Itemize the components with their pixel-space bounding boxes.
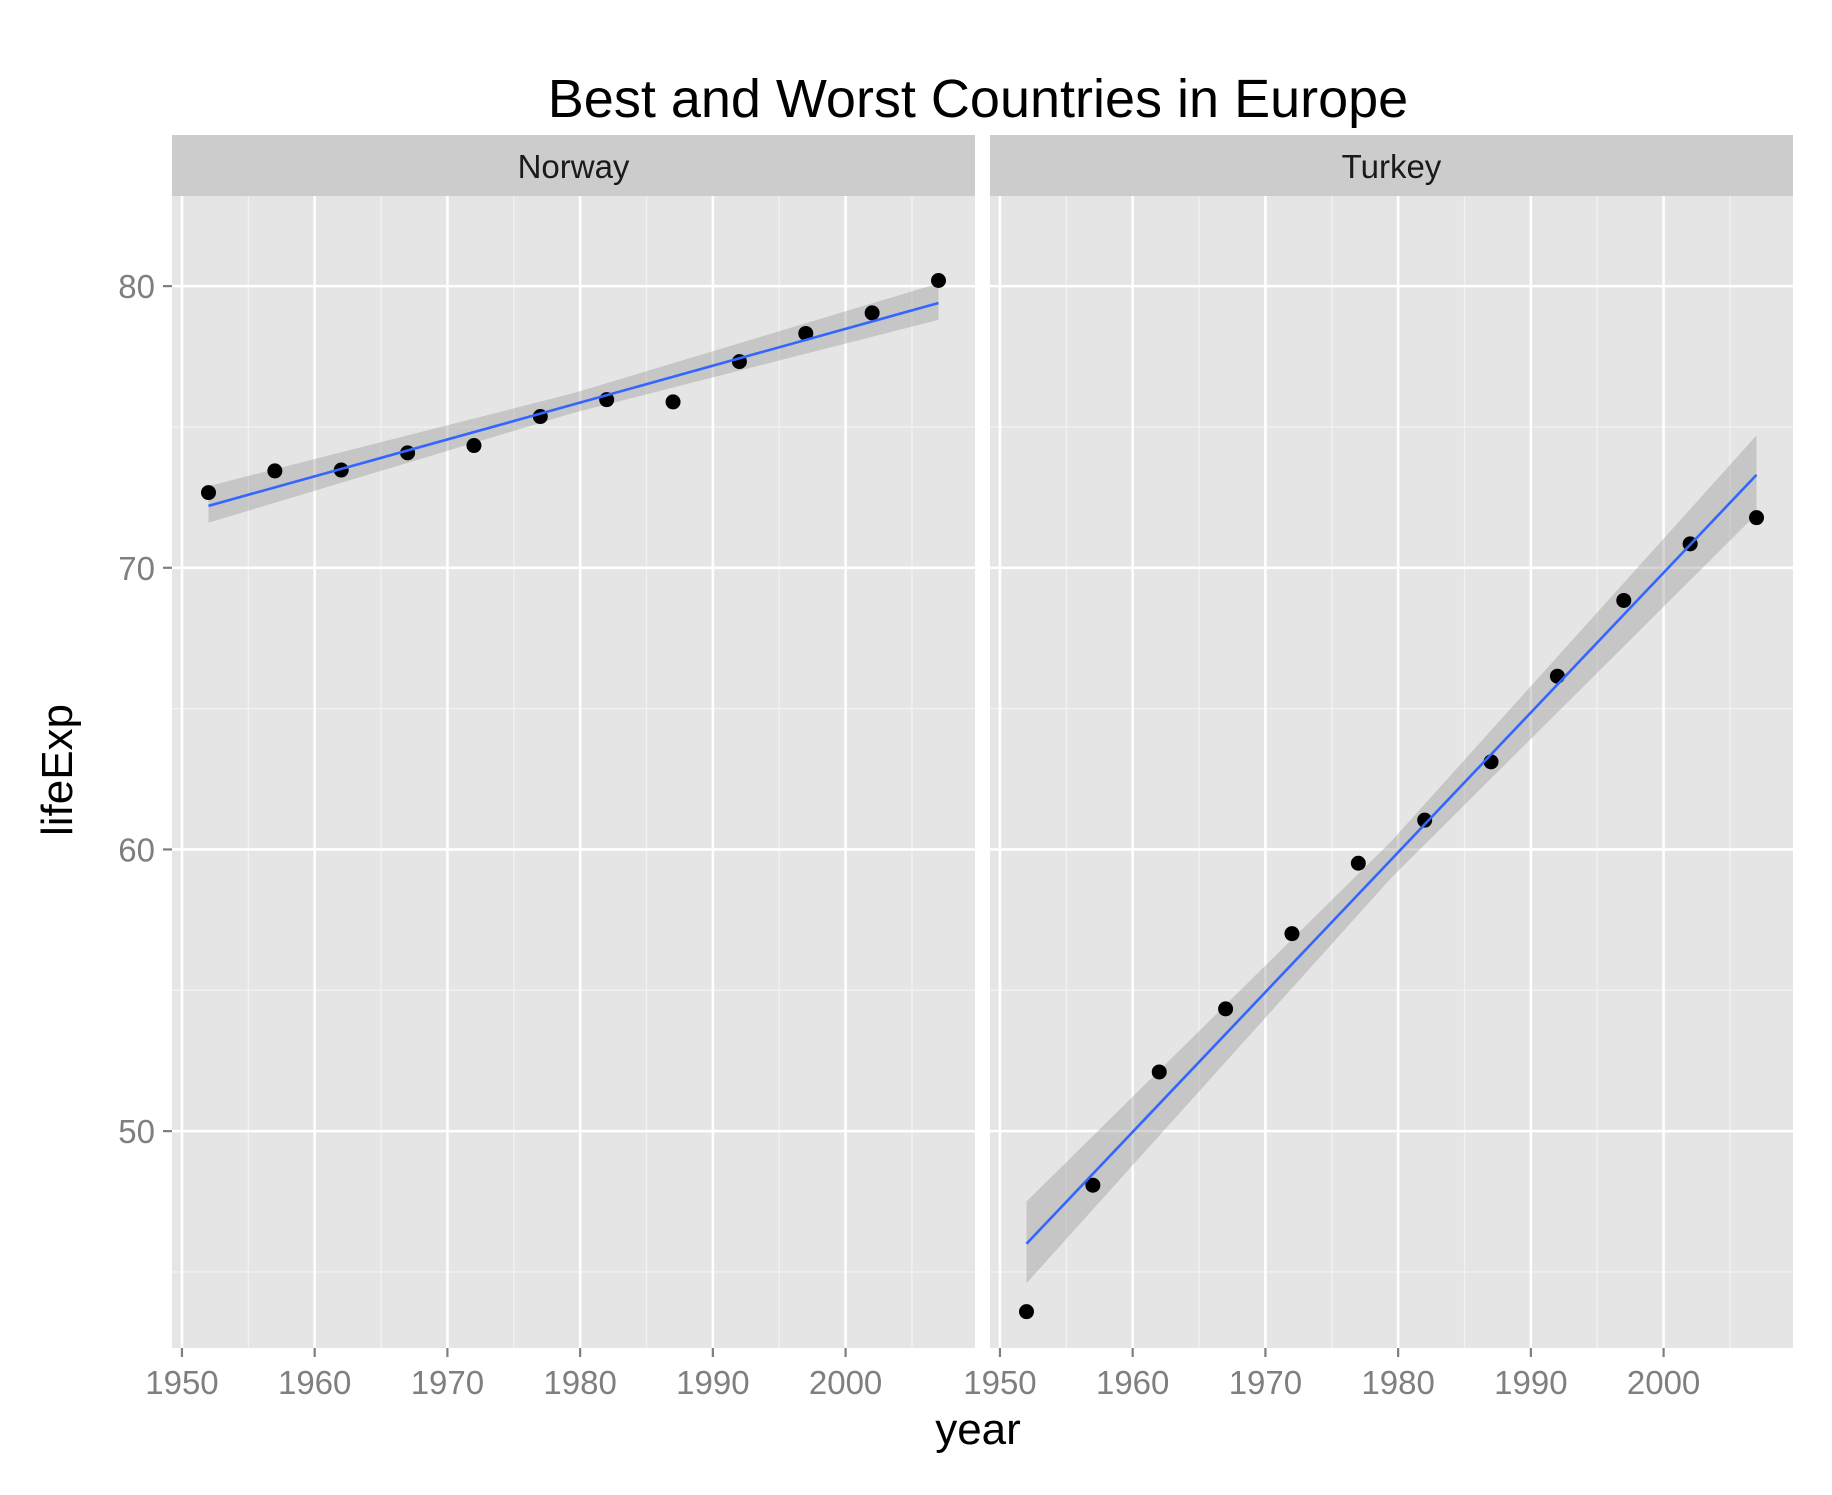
data-point-norway xyxy=(864,305,880,321)
data-point-norway xyxy=(267,463,283,479)
x-tick-label: 1980 xyxy=(1361,1364,1434,1401)
data-point-norway xyxy=(466,438,482,454)
panel-background-norway xyxy=(172,196,975,1348)
x-tick-label: 1990 xyxy=(676,1364,749,1401)
data-point-turkey xyxy=(1151,1064,1167,1080)
panels-layer: Norway 1950 1960 1970 1980 1990 2000 Turkey 1950… xyxy=(145,135,1793,1401)
x-tick-label: 1970 xyxy=(411,1364,484,1401)
data-point-norway xyxy=(201,485,216,501)
x-tick-label: 1950 xyxy=(963,1364,1036,1401)
x-tick-label: 1960 xyxy=(278,1364,351,1401)
facet-strip-label-turkey: Turkey xyxy=(1342,148,1442,185)
facet-strip-label-norway: Norway xyxy=(518,148,630,185)
facet-norway: Norway 1950 1960 1970 1980 1990 2000 xyxy=(145,135,975,1401)
y-tick-label: 50 xyxy=(118,1113,155,1150)
y-tick-label: 60 xyxy=(118,831,155,868)
x-tick-label: 1980 xyxy=(543,1364,616,1401)
y-tick-label: 80 xyxy=(118,268,155,305)
confidence-band-norway xyxy=(208,283,939,523)
x-axis-title: year xyxy=(935,1405,1021,1454)
x-tick-label: 2000 xyxy=(1627,1364,1700,1401)
chart-title: Best and Worst Countries in Europe xyxy=(548,69,1408,129)
data-point-turkey xyxy=(1749,510,1764,526)
x-tick-label: 1990 xyxy=(1494,1364,1567,1401)
facet-turkey: Turkey 1950 1960 1970 1980 1990 2000 xyxy=(963,135,1793,1401)
data-point-turkey xyxy=(1019,1304,1034,1320)
data-point-norway xyxy=(931,272,946,288)
data-point-turkey xyxy=(1085,1177,1101,1193)
data-point-norway xyxy=(665,394,681,410)
fit-line-turkey xyxy=(1025,473,1758,1245)
x-tick-label: 1960 xyxy=(1096,1364,1169,1401)
y-axis-title: lifeExp xyxy=(33,704,82,836)
data-point-turkey xyxy=(1218,1001,1234,1017)
data-point-turkey xyxy=(1549,668,1565,684)
x-tick-label: 1950 xyxy=(145,1364,218,1401)
facet-strip-norway xyxy=(172,135,975,196)
facet-strip-turkey xyxy=(990,135,1793,196)
data-point-turkey xyxy=(1616,592,1632,608)
data-point-turkey xyxy=(1417,812,1433,828)
fit-line-norway xyxy=(208,301,939,508)
data-point-norway xyxy=(798,325,814,341)
y-tick-label: 70 xyxy=(118,550,155,587)
data-point-turkey xyxy=(1284,926,1300,942)
panel-background-turkey xyxy=(990,196,1793,1348)
y-axis: 50 60 70 80 xyxy=(118,268,172,1150)
x-tick-label: 1970 xyxy=(1229,1364,1302,1401)
data-point-turkey xyxy=(1350,855,1366,871)
x-tick-label: 2000 xyxy=(809,1364,882,1401)
